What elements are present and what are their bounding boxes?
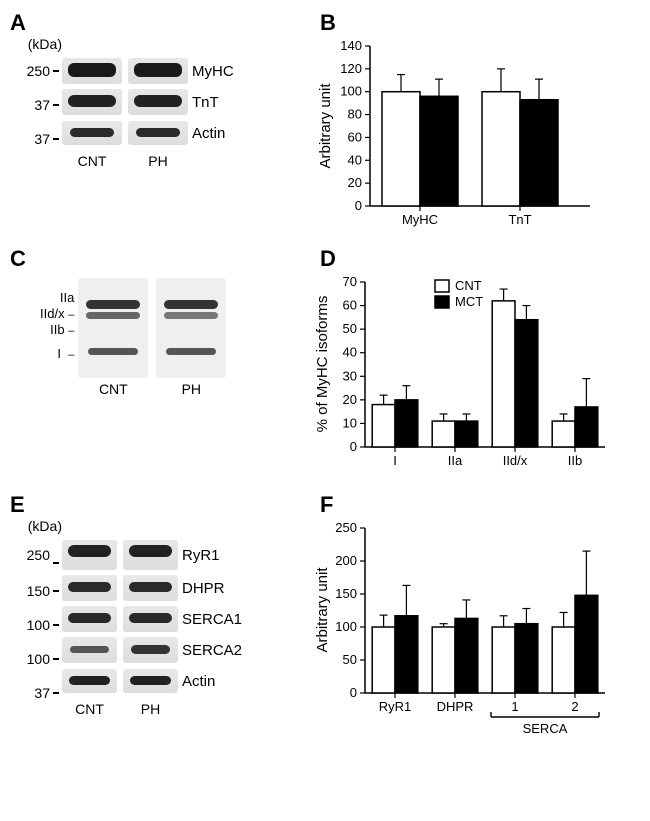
legend-cnt: CNT — [455, 278, 482, 293]
gel-e: RyR1 DHPR SERCA1 — [62, 536, 242, 717]
iso-IIb: IIb — [50, 322, 64, 337]
iso-IIdx: IId/x — [40, 306, 65, 321]
iso-I: I — [57, 346, 61, 361]
panel-a-label: A — [10, 10, 310, 36]
panel-a: A (kDa) 250 37 37 MyHC — [10, 10, 310, 169]
label-dhpr: DHPR — [182, 580, 225, 597]
svg-text:120: 120 — [340, 61, 362, 76]
label-ryr1: RyR1 — [182, 547, 220, 564]
svg-text:2: 2 — [571, 699, 578, 714]
chart-f: 0 50 100 150 200 250 RyR1 DHPR 1 2 Arbitrary uni… — [310, 518, 630, 748]
mw-e1: 150 — [16, 583, 50, 599]
svg-text:50: 50 — [343, 321, 357, 336]
row-cd: C IIa IId/x – IIb – I – — [10, 246, 640, 482]
panel-d-label: D — [320, 246, 630, 272]
mw-e4: 37 — [16, 685, 50, 701]
panel-e-label: E — [10, 492, 310, 518]
svg-text:100: 100 — [340, 84, 362, 99]
mw-37a: 37 — [16, 97, 50, 113]
svg-text:80: 80 — [348, 107, 362, 122]
lane-cnt-c: CNT — [78, 381, 148, 397]
mw-250: 250 — [16, 63, 50, 79]
lane-ph-e: PH — [123, 701, 178, 717]
svg-text:RyR1: RyR1 — [379, 699, 412, 714]
panel-b-label: B — [320, 10, 630, 36]
gel-a: MyHC TnT Actin CNT — [62, 54, 234, 169]
lane-cnt-a: CNT — [62, 153, 122, 169]
label-serca2: SERCA2 — [182, 642, 242, 659]
svg-text:MyHC: MyHC — [402, 212, 438, 227]
panel-b: B 0 20 40 60 80 100 120 140 MyHC TnT Arbitrary u… — [310, 10, 630, 236]
label-tnt: TnT — [192, 94, 219, 111]
svg-text:100: 100 — [335, 619, 357, 634]
svg-text:50: 50 — [343, 652, 357, 667]
svg-text:20: 20 — [348, 175, 362, 190]
svg-text:40: 40 — [348, 152, 362, 167]
svg-text:0: 0 — [355, 198, 362, 213]
svg-text:TnT: TnT — [508, 212, 531, 227]
svg-text:250: 250 — [335, 520, 357, 535]
chart-d: 0 10 20 30 40 50 60 70 I IIa IId/x IIb % of MyHC i… — [310, 272, 630, 482]
panel-c: C IIa IId/x – IIb – I – — [10, 246, 310, 397]
svg-text:I: I — [393, 453, 397, 468]
mw-e0: 250 — [16, 547, 50, 563]
svg-text:10: 10 — [343, 415, 357, 430]
svg-text:IIb: IIb — [568, 453, 582, 468]
kda-label-e: (kDa) — [28, 518, 62, 534]
label-actin: Actin — [192, 125, 225, 142]
svg-text:DHPR: DHPR — [437, 699, 474, 714]
chart-b: 0 20 40 60 80 100 120 140 MyHC TnT Arbitrary uni… — [310, 36, 630, 236]
ylabel-d: % of MyHC isoforms — [314, 296, 331, 433]
label-serca1: SERCA1 — [182, 611, 242, 628]
svg-text:IIa: IIa — [448, 453, 463, 468]
label-myhc: MyHC — [192, 63, 234, 80]
label-actin-e: Actin — [182, 673, 215, 690]
svg-text:IId/x: IId/x — [503, 453, 528, 468]
svg-text:SERCA: SERCA — [523, 721, 568, 736]
lane-ph-c: PH — [156, 381, 226, 397]
figure: A (kDa) 250 37 37 MyHC — [10, 10, 640, 748]
svg-text:70: 70 — [343, 274, 357, 289]
svg-text:30: 30 — [343, 368, 357, 383]
svg-text:60: 60 — [348, 129, 362, 144]
kda-label-a: (kDa) — [28, 36, 62, 52]
svg-text:40: 40 — [343, 345, 357, 360]
lane-cnt-e: CNT — [62, 701, 117, 717]
svg-text:200: 200 — [335, 553, 357, 568]
row-ab: A (kDa) 250 37 37 MyHC — [10, 10, 640, 236]
mw-e2: 100 — [16, 617, 50, 633]
mw-37b: 37 — [16, 131, 50, 147]
panel-f-label: F — [320, 492, 630, 518]
svg-text:0: 0 — [350, 685, 357, 700]
panel-e: E (kDa) 250 150 100 100 37 RyR1 — [10, 492, 310, 717]
svg-text:140: 140 — [340, 38, 362, 53]
svg-text:20: 20 — [343, 392, 357, 407]
panel-d: D 0 10 20 30 40 50 60 70 I IIa IId/x IIb % of MyHC… — [310, 246, 630, 482]
legend-mct: MCT — [455, 294, 483, 309]
ylabel-f: Arbitrary unit — [314, 567, 331, 653]
ylabel-b: Arbitrary unit — [317, 83, 334, 169]
lane-ph-a: PH — [128, 153, 188, 169]
legend-d: CNT MCT — [435, 278, 483, 309]
svg-text:1: 1 — [511, 699, 518, 714]
iso-IIa: IIa — [40, 290, 74, 306]
panel-f: F 0 50 100 150 200 250 RyR1 DHPR 1 2 Arbitrary u… — [310, 492, 630, 748]
mw-e3: 100 — [16, 651, 50, 667]
svg-text:60: 60 — [343, 298, 357, 313]
svg-text:0: 0 — [350, 439, 357, 454]
svg-text:150: 150 — [335, 586, 357, 601]
gel-c: CNT PH — [78, 278, 226, 397]
row-ef: E (kDa) 250 150 100 100 37 RyR1 — [10, 492, 640, 748]
panel-c-label: C — [10, 246, 310, 272]
